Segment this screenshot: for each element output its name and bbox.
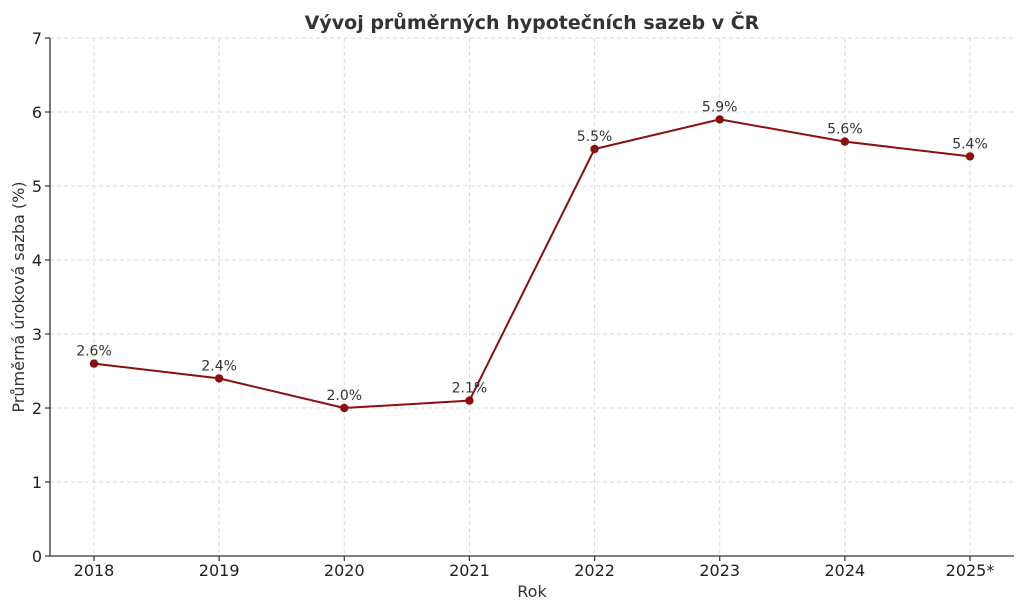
- y-tick-label: 6: [32, 103, 42, 122]
- grid: [50, 37, 1014, 557]
- series-layer: [89, 115, 975, 413]
- series-line: [93, 118, 971, 409]
- axes: 0 1 2 3 4 5 6 7 2018 2019 2020 2021 2022 2023 2024 2025…: [32, 29, 1014, 580]
- data-label: 5.9%: [702, 99, 738, 115]
- y-axis-title: Průměrná úroková sazba (%): [9, 181, 28, 412]
- data-point-marker: [214, 374, 224, 383]
- x-tick-label: 2022: [574, 561, 615, 580]
- x-tick-label: 2020: [324, 561, 365, 580]
- y-tick-label: 3: [32, 325, 42, 344]
- data-label: 5.5%: [577, 129, 613, 145]
- x-tick-label: 2019: [199, 561, 240, 580]
- data-point-marker: [340, 403, 349, 413]
- x-tick-label: 2018: [74, 561, 115, 580]
- data-point-marker: [840, 137, 850, 146]
- y-tick-label: 1: [32, 473, 42, 492]
- data-point-marker: [590, 144, 599, 154]
- x-tick-label: 2024: [824, 561, 865, 580]
- y-tick-label: 7: [32, 29, 42, 48]
- chart-title: Vývoj průměrných hypotečních sazeb v ČR: [305, 10, 760, 34]
- data-label: 2.6%: [76, 344, 112, 360]
- y-tick-label: 2: [32, 399, 42, 418]
- data-point-marker: [465, 396, 474, 405]
- y-tick-label: 5: [32, 177, 42, 196]
- y-tick-label: 0: [32, 547, 42, 566]
- x-tick-label: 2025*: [946, 561, 995, 580]
- data-labels: 2.6% 2.4% 2.0% 2.1% 5.5% 5.9% 5.6% 5.4%: [76, 99, 988, 404]
- y-tick-label: 4: [32, 251, 42, 270]
- data-point-marker: [89, 359, 99, 368]
- data-point-marker: [715, 115, 724, 124]
- data-label: 2.0%: [326, 388, 362, 404]
- data-label: 5.4%: [952, 136, 988, 152]
- x-tick-label: 2021: [449, 561, 490, 580]
- data-label: 2.4%: [201, 358, 237, 374]
- data-label: 5.6%: [827, 122, 863, 138]
- x-tick-label: 2023: [699, 561, 740, 580]
- data-point-marker: [965, 152, 975, 161]
- data-label: 2.1%: [452, 381, 488, 397]
- x-axis-title: Rok: [517, 582, 547, 601]
